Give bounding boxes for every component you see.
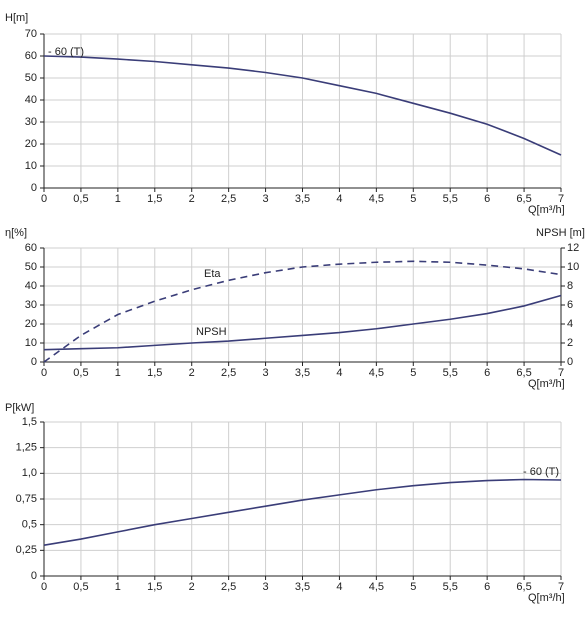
y-tick-label: 60 [25,50,37,62]
x-tick-label: 2,5 [221,581,236,593]
x-tick-label: 3 [263,581,269,593]
x-tick-label: 4,5 [369,581,384,593]
x-tick-label: 5 [410,367,416,379]
x-tick-label: 4 [336,193,342,205]
y-tick-label: 50 [25,261,37,273]
y2-axis-label: NPSH [m] [536,227,585,239]
y-tick-label: 40 [25,94,37,106]
x-tick-label: 5,5 [443,581,458,593]
x-tick-label: 6 [484,581,490,593]
x-tick-label: 2 [189,581,195,593]
y2-tick-label: 12 [567,242,579,254]
x-tick-label: 3,5 [295,367,310,379]
x-tick-label: 3,5 [295,193,310,205]
x-tick-label: 0,5 [73,581,88,593]
y-tick-label: 1,5 [22,416,37,428]
x-tick-label: 1,5 [147,367,162,379]
x-tick-label: 1 [115,193,121,205]
y-tick-label: 70 [25,28,37,40]
x-tick-label: 0,5 [73,367,88,379]
y2-tick-label: 4 [567,318,573,330]
x-axis-label: Q[m³/h] [528,204,565,216]
x-tick-label: 2 [189,367,195,379]
y2-tick-label: 0 [567,356,573,368]
x-tick-label: 0,5 [73,193,88,205]
x-tick-label: 4,5 [369,367,384,379]
curve [43,294,562,351]
x-tick-label: 4 [336,581,342,593]
curve [43,55,562,156]
x-tick-label: 3,5 [295,581,310,593]
y-tick-label: 0 [31,182,37,194]
y-tick-label: 40 [25,280,37,292]
x-tick-label: 1,5 [147,581,162,593]
y-tick-label: 0 [31,356,37,368]
y-tick-label: 60 [25,242,37,254]
x-tick-label: 6,5 [516,193,531,205]
annotation: - 60 (T) [523,466,559,478]
y-tick-label: 30 [25,299,37,311]
y-tick-label: 20 [25,318,37,330]
x-tick-label: 7 [558,367,564,379]
x-tick-label: 3 [263,193,269,205]
x-tick-label: 2 [189,193,195,205]
series-label: NPSH [196,326,227,338]
y2-tick-label: 2 [567,337,573,349]
y-tick-label: 1,25 [16,442,37,454]
y-axis-label: η[%] [5,227,27,239]
x-tick-label: 4,5 [369,193,384,205]
y-tick-label: 50 [25,72,37,84]
annotation: - 60 (T) [48,46,84,58]
y-tick-label: 0,75 [16,493,37,505]
y-tick-label: 10 [25,160,37,172]
x-tick-label: 7 [558,581,564,593]
y-axis-label: P[kW] [5,402,34,414]
x-tick-label: 7 [558,193,564,205]
y-tick-label: 1,0 [22,467,37,479]
x-tick-label: 2,5 [221,367,236,379]
x-tick-label: 1 [115,367,121,379]
x-tick-label: 5,5 [443,193,458,205]
x-axis-label: Q[m³/h] [528,378,565,390]
x-tick-label: 1,5 [147,193,162,205]
x-axis-label: Q[m³/h] [528,592,565,604]
y-tick-label: 10 [25,337,37,349]
y2-tick-label: 8 [567,280,573,292]
x-tick-label: 5,5 [443,367,458,379]
x-tick-label: 4 [336,367,342,379]
x-tick-label: 0 [41,193,47,205]
y2-tick-label: 10 [567,261,579,273]
y-tick-label: 0 [31,570,37,582]
y-tick-label: 30 [25,116,37,128]
x-tick-label: 0 [41,581,47,593]
series-label: Eta [204,268,221,280]
x-tick-label: 5 [410,193,416,205]
x-tick-label: 6,5 [516,367,531,379]
x-tick-label: 3 [263,367,269,379]
y-tick-label: 0,25 [16,544,37,556]
x-tick-label: 5 [410,581,416,593]
x-tick-label: 2,5 [221,193,236,205]
y2-tick-label: 6 [567,299,573,311]
curve [43,260,562,363]
x-tick-label: 6,5 [516,581,531,593]
y-axis-label: H[m] [5,12,28,24]
y-tick-label: 20 [25,138,37,150]
x-tick-label: 6 [484,367,490,379]
x-tick-label: 6 [484,193,490,205]
curve [43,478,562,546]
x-tick-label: 0 [41,367,47,379]
y-tick-label: 0,5 [22,519,37,531]
x-tick-label: 1 [115,581,121,593]
